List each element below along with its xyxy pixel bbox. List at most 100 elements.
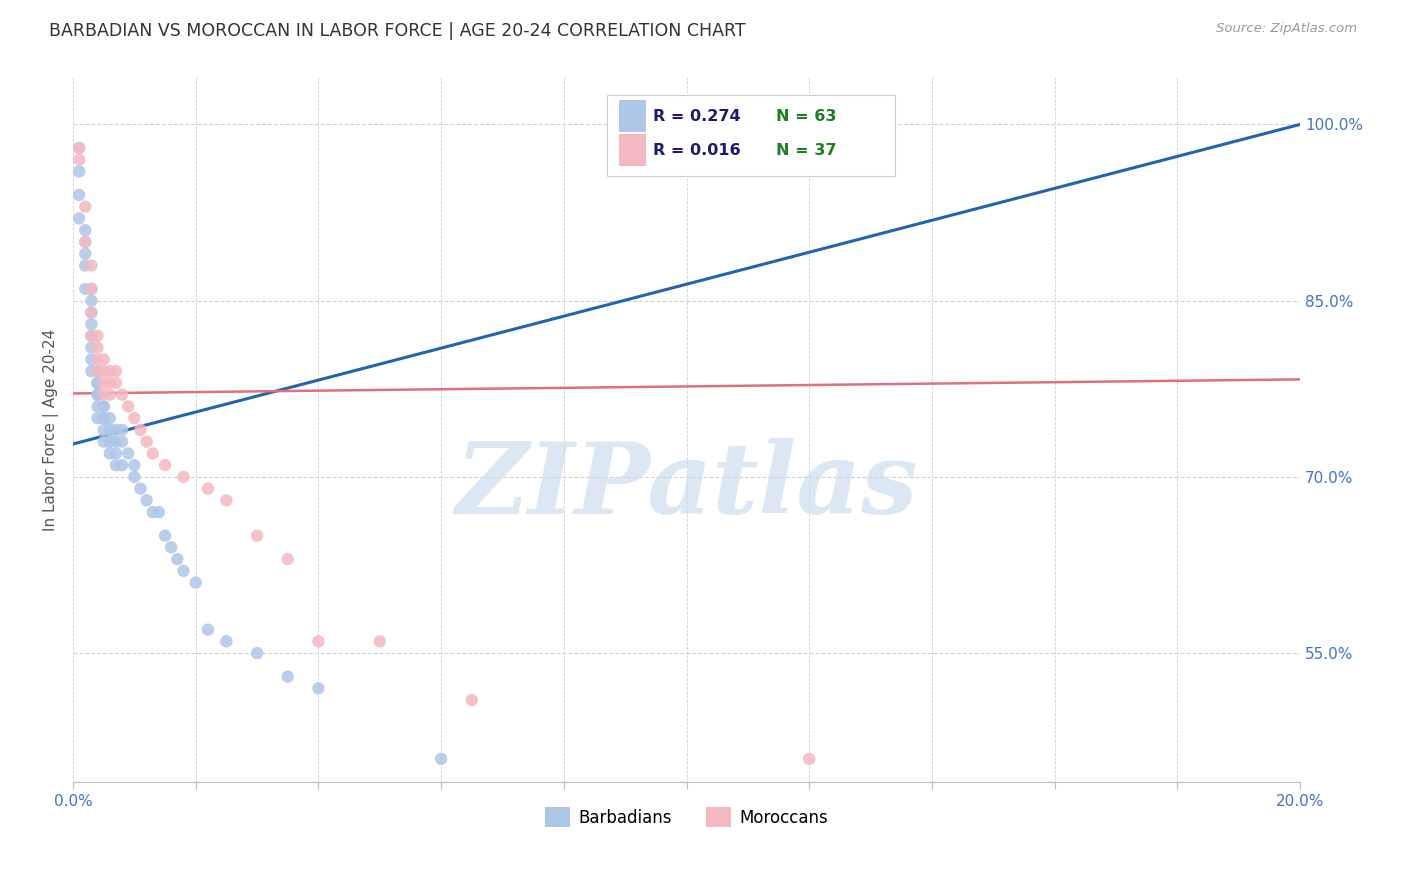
Point (86, 387, 108, 401)
Point (104, 423, 127, 437)
Point (142, 505, 165, 519)
Point (172, 564, 194, 578)
Point (430, 752, 453, 766)
Point (67, 141, 90, 155)
Point (86, 376, 108, 390)
Legend: Barbadians, Moroccans: Barbadians, Moroccans (538, 800, 834, 834)
Point (246, 646, 269, 660)
Point (80, 293, 103, 308)
Point (160, 541, 183, 555)
Point (86, 352, 108, 367)
Point (75, 282, 97, 296)
Text: R = 0.274: R = 0.274 (654, 109, 741, 124)
Point (86, 364, 108, 378)
Point (129, 482, 152, 496)
Point (104, 376, 127, 390)
Point (461, 693, 484, 707)
Point (86, 364, 108, 378)
Text: BARBADIAN VS MOROCCAN IN LABOR FORCE | AGE 20-24 CORRELATION CHART: BARBADIAN VS MOROCCAN IN LABOR FORCE | A… (49, 22, 745, 40)
Point (799, 752, 821, 766)
Point (277, 670, 299, 684)
Point (93, 411, 115, 425)
Point (93, 352, 115, 367)
Point (67, 164, 90, 178)
Point (153, 528, 176, 542)
Text: N = 63: N = 63 (776, 109, 837, 124)
Point (75, 223, 97, 237)
Point (86, 376, 108, 390)
Point (307, 634, 329, 648)
Point (93, 411, 115, 425)
Point (166, 552, 188, 566)
Point (307, 681, 329, 696)
Point (93, 400, 115, 414)
Point (93, 387, 115, 401)
Point (129, 423, 152, 437)
Point (86, 400, 108, 414)
Point (93, 434, 115, 449)
Point (98, 434, 121, 449)
Point (111, 387, 134, 401)
Point (148, 505, 170, 519)
Point (75, 200, 97, 214)
Point (80, 364, 103, 378)
Point (93, 376, 115, 390)
Point (135, 434, 157, 449)
Point (75, 246, 97, 260)
Point (197, 482, 219, 496)
Point (153, 458, 176, 472)
Text: R = 0.016: R = 0.016 (654, 143, 741, 158)
Point (86, 329, 108, 343)
Point (80, 329, 103, 343)
Point (80, 305, 103, 319)
Point (98, 364, 121, 378)
Point (98, 376, 121, 390)
Point (124, 411, 146, 425)
Point (111, 458, 134, 472)
Point (93, 423, 115, 437)
Point (93, 364, 115, 378)
Y-axis label: In Labor Force | Age 20-24: In Labor Force | Age 20-24 (44, 329, 59, 531)
Point (98, 387, 121, 401)
Point (80, 352, 103, 367)
Point (75, 235, 97, 249)
Point (215, 493, 238, 508)
Point (93, 411, 115, 425)
Point (111, 434, 134, 449)
Point (98, 423, 121, 437)
Point (98, 423, 121, 437)
FancyBboxPatch shape (619, 134, 645, 166)
Point (368, 634, 391, 648)
Point (80, 259, 103, 273)
Point (98, 434, 121, 449)
Point (86, 411, 108, 425)
Point (117, 400, 139, 414)
Point (117, 446, 139, 460)
Point (80, 317, 103, 331)
Point (104, 434, 127, 449)
Point (104, 446, 127, 460)
Point (80, 329, 103, 343)
Point (184, 575, 207, 590)
Text: Source: ZipAtlas.com: Source: ZipAtlas.com (1216, 22, 1357, 36)
Point (86, 376, 108, 390)
Point (98, 446, 121, 460)
Point (67, 188, 90, 202)
Text: ZIPatlas: ZIPatlas (456, 438, 918, 534)
FancyBboxPatch shape (607, 95, 896, 176)
Point (75, 259, 97, 273)
Point (172, 470, 194, 484)
Point (86, 341, 108, 355)
Point (142, 446, 165, 460)
Point (80, 282, 103, 296)
Point (124, 458, 146, 472)
Point (80, 341, 103, 355)
Point (277, 552, 299, 566)
Point (86, 387, 108, 401)
Point (104, 458, 127, 472)
Point (93, 400, 115, 414)
Point (104, 364, 127, 378)
Point (135, 493, 157, 508)
Point (124, 470, 146, 484)
Point (215, 634, 238, 648)
